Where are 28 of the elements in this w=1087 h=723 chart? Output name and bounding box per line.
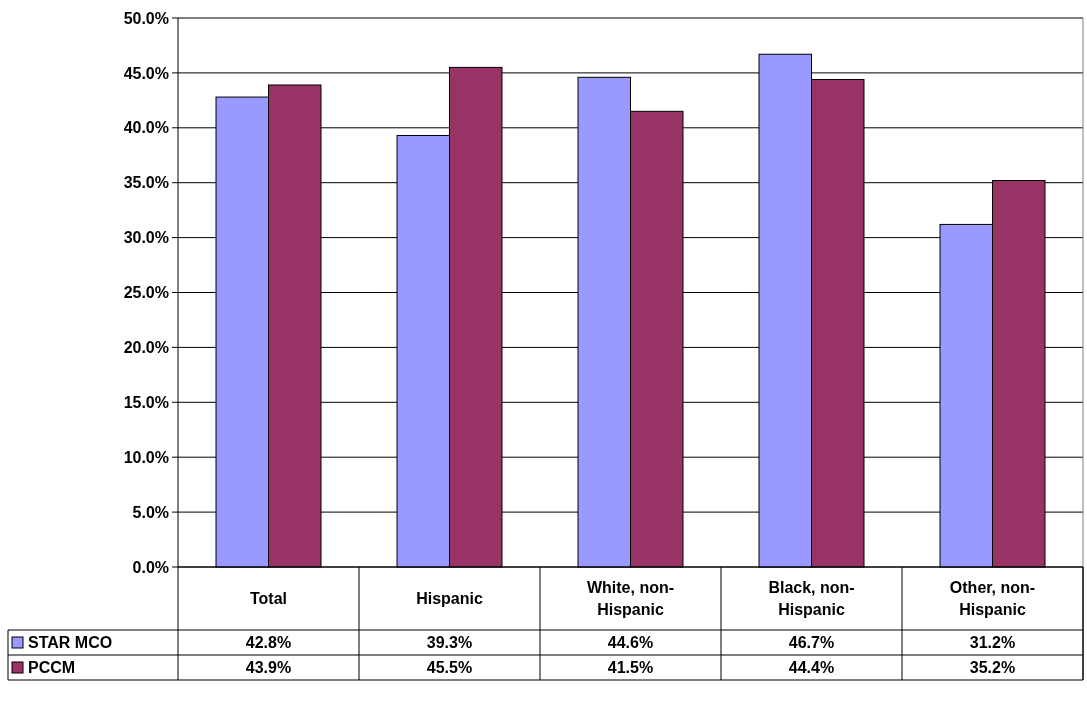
legend-label: STAR MCO [28,634,113,652]
data-label: 35.2% [969,659,1016,677]
y-tick-label: 20.0% [123,339,169,356]
data-label: 44.4% [788,659,835,677]
data-label: 31.2% [969,634,1016,652]
data-label: 41.5% [607,659,654,677]
y-tick-label: 15.0% [123,393,169,411]
data-label: 45.5% [426,659,473,677]
y-tick-label: 50.0% [123,9,169,27]
x-tick-label: Other, non-Hispanic [949,579,1036,619]
legend-label: PCCM [28,659,76,677]
x-tick-label: White, non-Hispanic [586,579,675,619]
data-label: 42.8% [245,634,292,652]
y-tick-label: 10.0% [123,448,169,466]
data-label: 46.7% [788,634,835,652]
x-tick-label: Total [249,590,288,608]
y-tick-label: 35.0% [123,174,169,192]
x-tick-label: Hispanic [416,590,483,608]
y-tick-label: 30.0% [123,229,169,247]
y-tick-label: 25.0% [123,284,169,302]
data-label: 44.6% [607,634,654,652]
y-tick-label: 5.0% [132,503,169,521]
x-tick-label: Black, non-Hispanic [768,579,855,619]
y-tick-label: 45.0% [123,64,169,82]
data-label: 43.9% [245,659,292,677]
y-tick-label: 0.0% [132,558,169,576]
data-label: 39.3% [426,634,473,652]
y-tick-label: 40.0% [123,119,169,137]
